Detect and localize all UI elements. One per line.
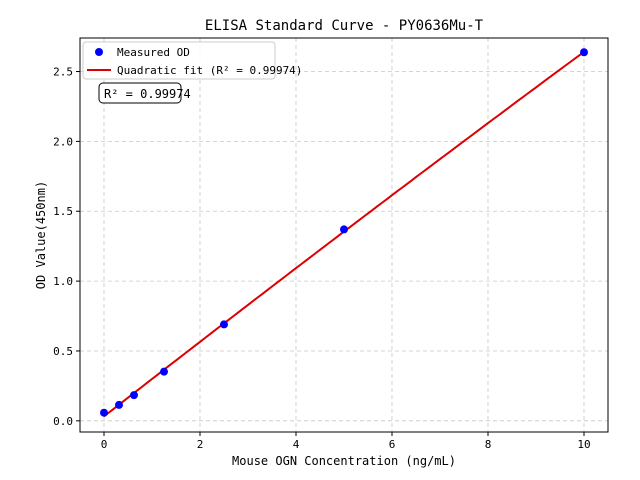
chart-title: ELISA Standard Curve - PY0636Mu-T bbox=[205, 18, 484, 34]
x-tick-label: 10 bbox=[577, 438, 590, 451]
data-point bbox=[115, 400, 123, 409]
x-tick-label: 4 bbox=[293, 438, 300, 451]
fit-line bbox=[103, 51, 585, 418]
legend-label-fit: Quadratic fit (R² = 0.99974) bbox=[117, 64, 302, 77]
data-point bbox=[160, 367, 168, 376]
data-point bbox=[100, 408, 108, 417]
svg-text:R² = 0.99974: R² = 0.99974 bbox=[104, 87, 191, 101]
y-tick-label: 0.5 bbox=[53, 345, 73, 358]
y-tick-label: 1.5 bbox=[53, 205, 73, 218]
y-tick-label: 0.0 bbox=[53, 415, 73, 428]
r2-annotation: R² = 0.99974 bbox=[98, 82, 191, 104]
x-tick-label: 0 bbox=[101, 438, 108, 451]
y-ticks: 0.0 0.5 1.0 1.5 2.0 2.5 bbox=[53, 66, 80, 428]
points-group bbox=[100, 48, 588, 417]
y-tick-label: 2.0 bbox=[53, 135, 73, 148]
legend-marker-measured bbox=[95, 48, 103, 56]
legend: Measured OD Quadratic fit (R² = 0.99974) bbox=[82, 41, 302, 80]
x-ticks: 0 2 4 6 8 10 bbox=[101, 432, 591, 451]
x-axis-label: Mouse OGN Concentration (ng/mL) bbox=[232, 454, 456, 468]
data-point bbox=[340, 225, 348, 234]
data-point bbox=[220, 320, 228, 329]
x-tick-label: 2 bbox=[197, 438, 204, 451]
plot-frame bbox=[79, 37, 609, 433]
data-point bbox=[130, 391, 138, 400]
legend-label-measured: Measured OD bbox=[117, 46, 190, 59]
x-tick-label: 6 bbox=[389, 438, 396, 451]
y-tick-label: 1.0 bbox=[53, 275, 73, 288]
y-tick-label: 2.5 bbox=[53, 66, 73, 79]
y-axis-label: OD Value(450nm) bbox=[34, 181, 48, 289]
data-point bbox=[580, 48, 588, 57]
fit-line-group bbox=[103, 51, 585, 418]
x-tick-label: 8 bbox=[485, 438, 492, 451]
